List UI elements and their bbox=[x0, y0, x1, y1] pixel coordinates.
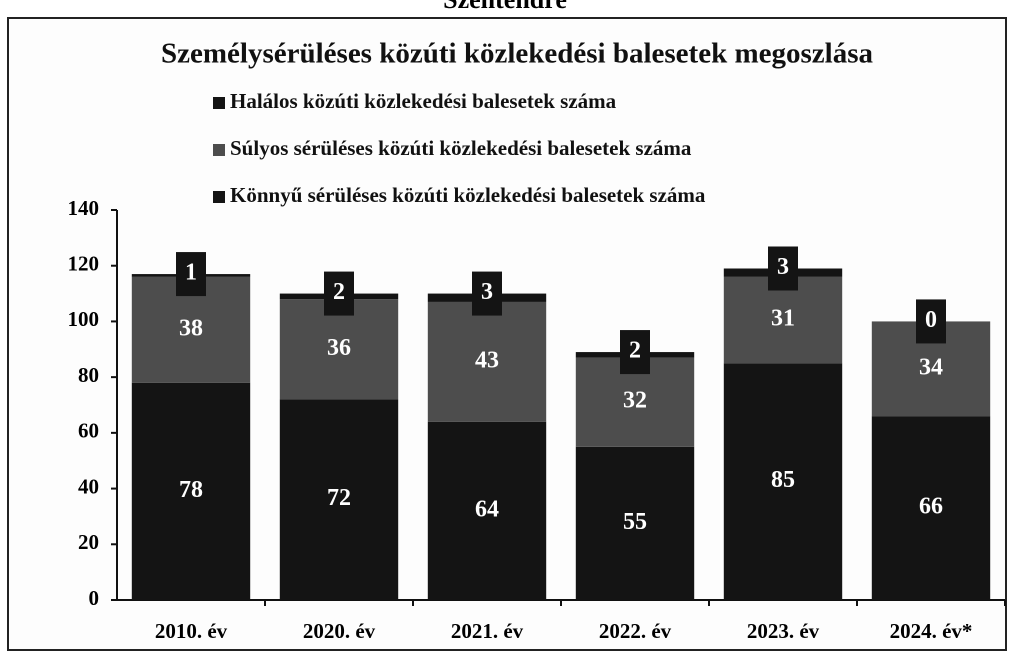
data-label: 43 bbox=[475, 347, 499, 373]
bar-segment bbox=[575, 446, 695, 600]
legend-label: Könnyű sérüléses közúti közlekedési bale… bbox=[230, 183, 706, 207]
x-tick-label: 2023. év bbox=[747, 619, 820, 643]
data-label: 55 bbox=[623, 509, 647, 535]
legend-swatch bbox=[213, 144, 225, 156]
y-tick-label: 80 bbox=[78, 363, 99, 387]
data-label: 72 bbox=[327, 485, 351, 511]
data-label: 2 bbox=[629, 338, 641, 364]
y-tick-label: 100 bbox=[68, 307, 100, 331]
bar-segment bbox=[427, 421, 547, 600]
label-box bbox=[176, 252, 206, 297]
legend-swatch bbox=[213, 97, 225, 109]
x-tick-label: 2021. év bbox=[451, 619, 524, 643]
y-tick-label: 40 bbox=[78, 474, 99, 498]
header: Szentendre bbox=[443, 0, 567, 14]
bar-segment bbox=[871, 416, 991, 600]
x-tick-label: 2024. év* bbox=[890, 619, 973, 643]
x-tick-label: 2020. év bbox=[303, 619, 376, 643]
legend-swatch bbox=[213, 191, 225, 203]
data-label: 2 bbox=[333, 279, 345, 305]
chart-title: Személysérüléses közúti közlekedési bale… bbox=[161, 38, 874, 70]
label-box bbox=[472, 271, 502, 316]
x-tick-label: 2010. év bbox=[155, 619, 228, 643]
bar-segment bbox=[427, 301, 547, 422]
bar-segment bbox=[723, 363, 843, 600]
data-label: 36 bbox=[327, 335, 351, 361]
data-label: 66 bbox=[919, 494, 943, 520]
data-label: 78 bbox=[179, 477, 203, 503]
label-box bbox=[620, 330, 650, 375]
legend-label: Súlyos sérüléses közúti közlekedési bale… bbox=[230, 136, 692, 160]
label-box bbox=[324, 271, 354, 316]
data-label: 3 bbox=[777, 254, 789, 280]
data-label: 64 bbox=[475, 496, 499, 522]
bar-segment bbox=[279, 399, 399, 600]
y-tick-label: 140 bbox=[68, 196, 100, 220]
data-label: 34 bbox=[919, 354, 943, 380]
y-tick-label: 20 bbox=[78, 530, 99, 554]
data-label: 32 bbox=[623, 388, 647, 414]
y-tick-label: 120 bbox=[68, 252, 100, 276]
y-tick-label: 0 bbox=[89, 586, 100, 610]
data-label: 31 bbox=[771, 306, 795, 332]
data-label: 3 bbox=[481, 279, 493, 305]
data-label: 0 bbox=[925, 307, 937, 333]
bar-segment bbox=[723, 276, 843, 364]
label-box bbox=[768, 246, 798, 291]
label-box bbox=[916, 299, 946, 344]
data-label: 85 bbox=[771, 467, 795, 493]
legend-label: Halálos közúti közlekedési balesetek szá… bbox=[230, 89, 617, 113]
y-tick-label: 60 bbox=[78, 419, 99, 443]
bar-segment bbox=[279, 299, 399, 400]
data-label: 1 bbox=[185, 260, 197, 286]
x-tick-label: 2022. év bbox=[599, 619, 672, 643]
bar-segment bbox=[131, 382, 251, 600]
data-label: 38 bbox=[179, 315, 203, 341]
